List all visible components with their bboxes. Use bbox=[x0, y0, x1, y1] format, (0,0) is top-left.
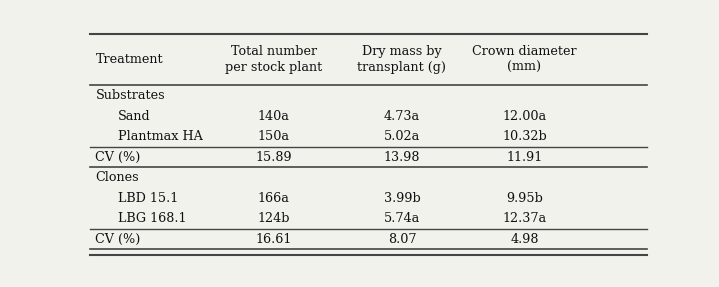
Text: 11.91: 11.91 bbox=[506, 150, 543, 164]
Text: 12.00a: 12.00a bbox=[503, 110, 546, 123]
Text: Substrates: Substrates bbox=[96, 89, 165, 102]
Text: Dry mass by
transplant (g): Dry mass by transplant (g) bbox=[357, 45, 446, 74]
Text: Plantmax HA: Plantmax HA bbox=[118, 130, 203, 143]
Text: 4.98: 4.98 bbox=[510, 232, 539, 246]
Text: Total number
per stock plant: Total number per stock plant bbox=[225, 45, 322, 74]
Text: 16.61: 16.61 bbox=[255, 232, 292, 246]
Text: 10.32b: 10.32b bbox=[502, 130, 547, 143]
Text: 166a: 166a bbox=[258, 191, 290, 205]
Text: CV (%): CV (%) bbox=[96, 150, 141, 164]
Text: LBD 15.1: LBD 15.1 bbox=[118, 191, 178, 205]
Text: 124b: 124b bbox=[257, 212, 290, 225]
Text: 12.37a: 12.37a bbox=[503, 212, 546, 225]
Text: 9.95b: 9.95b bbox=[506, 191, 543, 205]
Text: Crown diameter
(mm): Crown diameter (mm) bbox=[472, 45, 577, 74]
Text: 5.74a: 5.74a bbox=[384, 212, 420, 225]
Text: CV (%): CV (%) bbox=[96, 232, 141, 246]
Text: Sand: Sand bbox=[118, 110, 150, 123]
Text: 8.07: 8.07 bbox=[388, 232, 416, 246]
Text: 4.73a: 4.73a bbox=[384, 110, 420, 123]
Text: 13.98: 13.98 bbox=[384, 150, 420, 164]
Text: Treatment: Treatment bbox=[96, 53, 163, 66]
Text: 150a: 150a bbox=[257, 130, 290, 143]
Text: 15.89: 15.89 bbox=[255, 150, 292, 164]
Text: 5.02a: 5.02a bbox=[384, 130, 420, 143]
Text: Clones: Clones bbox=[96, 171, 139, 184]
Text: 140a: 140a bbox=[258, 110, 290, 123]
Text: 3.99b: 3.99b bbox=[383, 191, 421, 205]
Text: LBG 168.1: LBG 168.1 bbox=[118, 212, 186, 225]
